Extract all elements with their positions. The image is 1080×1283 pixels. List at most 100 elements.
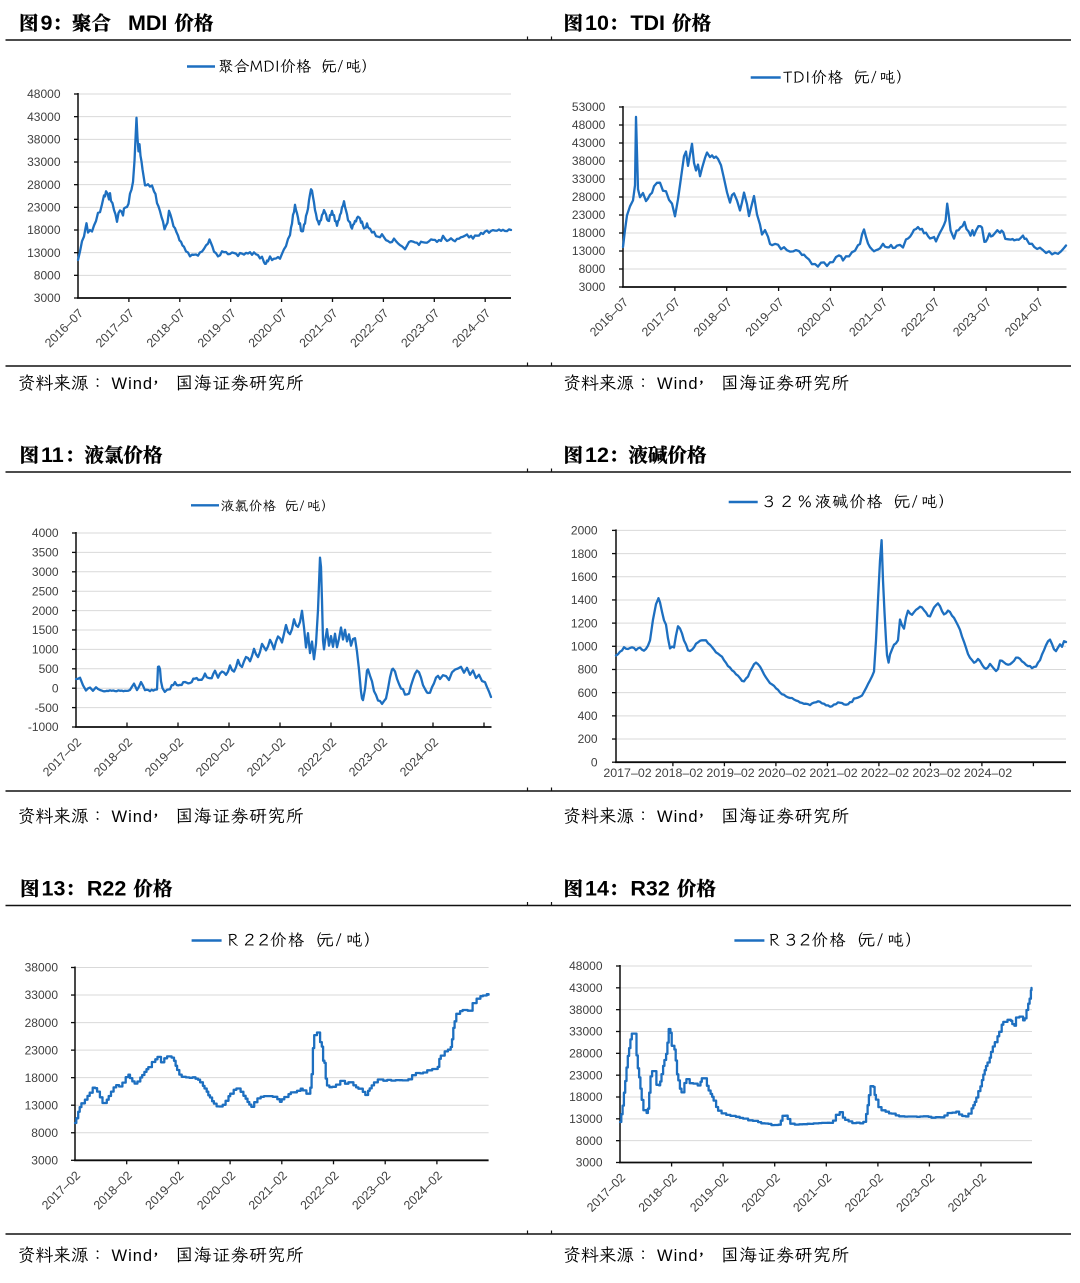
svg-text:2022–02: 2022–02 [842,1171,886,1215]
svg-text:500: 500 [39,662,59,676]
svg-text:Wind: Wind [112,375,154,393]
svg-text:Wind: Wind [657,808,699,826]
svg-text:13000: 13000 [572,244,606,258]
svg-text:3500: 3500 [32,546,59,560]
svg-text:2016–07: 2016–07 [42,306,86,350]
svg-text:2021–02: 2021–02 [809,766,857,780]
svg-text:2019–02: 2019–02 [687,1171,731,1215]
svg-text:3000: 3000 [32,565,59,579]
svg-text:Wind: Wind [657,375,699,393]
svg-text:2022–02: 2022–02 [298,1168,342,1212]
svg-text:2500: 2500 [32,584,59,598]
svg-text:9: 9 [41,11,53,35]
svg-text:23000: 23000 [27,201,61,215]
svg-text:2023–02: 2023–02 [346,735,390,779]
svg-text:2020–02: 2020–02 [193,735,237,779]
svg-text:R22: R22 [87,877,126,901]
svg-text:3000: 3000 [579,280,606,294]
svg-text:2018–02: 2018–02 [91,735,135,779]
svg-text:18000: 18000 [569,1090,603,1104]
svg-text:2023–02: 2023–02 [894,1171,938,1215]
svg-text:33000: 33000 [27,155,61,169]
svg-text:2017–02: 2017–02 [39,1168,83,1212]
svg-text:0: 0 [52,681,59,695]
svg-text:23000: 23000 [25,1043,59,1057]
svg-text:MDI: MDI [128,11,167,35]
svg-text:43000: 43000 [27,110,61,124]
svg-text:28000: 28000 [572,190,606,204]
svg-text:2022–02: 2022–02 [861,766,909,780]
svg-text:2020–07: 2020–07 [246,306,290,350]
svg-text:1400: 1400 [571,593,598,607]
svg-text:48000: 48000 [569,959,603,973]
svg-text:28000: 28000 [569,1047,603,1061]
svg-text:0: 0 [591,755,598,769]
svg-text:800: 800 [578,663,598,677]
svg-text:2018–02: 2018–02 [655,766,703,780]
svg-text:2017–07: 2017–07 [639,295,683,339]
svg-text:1500: 1500 [32,623,59,637]
svg-text:10: 10 [585,11,609,35]
svg-text:R32: R32 [630,877,669,901]
svg-text:48000: 48000 [572,118,606,132]
svg-text:2016–07: 2016–07 [587,295,631,339]
svg-text:13000: 13000 [27,246,61,260]
svg-text:33000: 33000 [569,1025,603,1039]
svg-text:2024–07: 2024–07 [449,306,493,350]
svg-text:8000: 8000 [579,262,606,276]
svg-text:13000: 13000 [569,1112,603,1126]
svg-text:8000: 8000 [31,1126,58,1140]
svg-text:12: 12 [585,443,609,467]
svg-text:2019–07: 2019–07 [743,295,787,339]
svg-text:23000: 23000 [572,208,606,222]
svg-text:-1000: -1000 [28,720,59,734]
svg-text:18000: 18000 [572,226,606,240]
svg-text:2019–02: 2019–02 [142,735,186,779]
svg-text:Wind: Wind [657,1247,699,1265]
svg-text:2022–07: 2022–07 [348,306,392,350]
svg-text:2024–02: 2024–02 [964,766,1012,780]
svg-text:2019–02: 2019–02 [143,1168,187,1212]
svg-text:1200: 1200 [571,616,598,630]
svg-text:2023–07: 2023–07 [950,295,994,339]
svg-text:2020–02: 2020–02 [739,1171,783,1215]
svg-text:2017–02: 2017–02 [584,1171,628,1215]
svg-text:2018–02: 2018–02 [91,1168,135,1212]
svg-text:43000: 43000 [569,981,603,995]
svg-text:2017–07: 2017–07 [93,306,137,350]
svg-text:2022–02: 2022–02 [295,735,339,779]
svg-text:Wind: Wind [112,1247,154,1265]
svg-text:2017–02: 2017–02 [40,735,84,779]
svg-text:33000: 33000 [572,172,606,186]
svg-text:2023–02: 2023–02 [912,766,960,780]
svg-text:2021–02: 2021–02 [244,735,288,779]
svg-text:2018–07: 2018–07 [691,295,735,339]
svg-text:18000: 18000 [27,223,61,237]
svg-text:2023–02: 2023–02 [349,1168,393,1212]
svg-text:38000: 38000 [569,1003,603,1017]
svg-text:1000: 1000 [32,643,59,657]
svg-text:2024–02: 2024–02 [945,1171,989,1215]
svg-text:28000: 28000 [25,1016,59,1030]
svg-text:2018–02: 2018–02 [636,1171,680,1215]
svg-text:18000: 18000 [25,1071,59,1085]
svg-text:33000: 33000 [25,988,59,1002]
svg-text:3000: 3000 [34,291,61,305]
svg-text:2000: 2000 [571,524,598,538]
svg-text:2021–02: 2021–02 [790,1171,834,1215]
svg-text:2023–07: 2023–07 [398,306,442,350]
svg-text:2024–07: 2024–07 [1002,295,1046,339]
svg-text:2018–07: 2018–07 [144,306,188,350]
svg-text:11: 11 [41,443,64,467]
svg-text:2020–02: 2020–02 [194,1168,238,1212]
svg-text:200: 200 [578,732,598,746]
svg-text:13: 13 [42,877,66,901]
svg-text:13000: 13000 [25,1098,59,1112]
svg-text:2020–07: 2020–07 [795,295,839,339]
svg-text:2024–02: 2024–02 [401,1168,445,1212]
svg-text:2024–02: 2024–02 [397,735,441,779]
svg-text:23000: 23000 [569,1068,603,1082]
svg-text:2019–07: 2019–07 [195,306,239,350]
svg-text:1000: 1000 [571,640,598,654]
svg-text:2019–02: 2019–02 [706,766,754,780]
